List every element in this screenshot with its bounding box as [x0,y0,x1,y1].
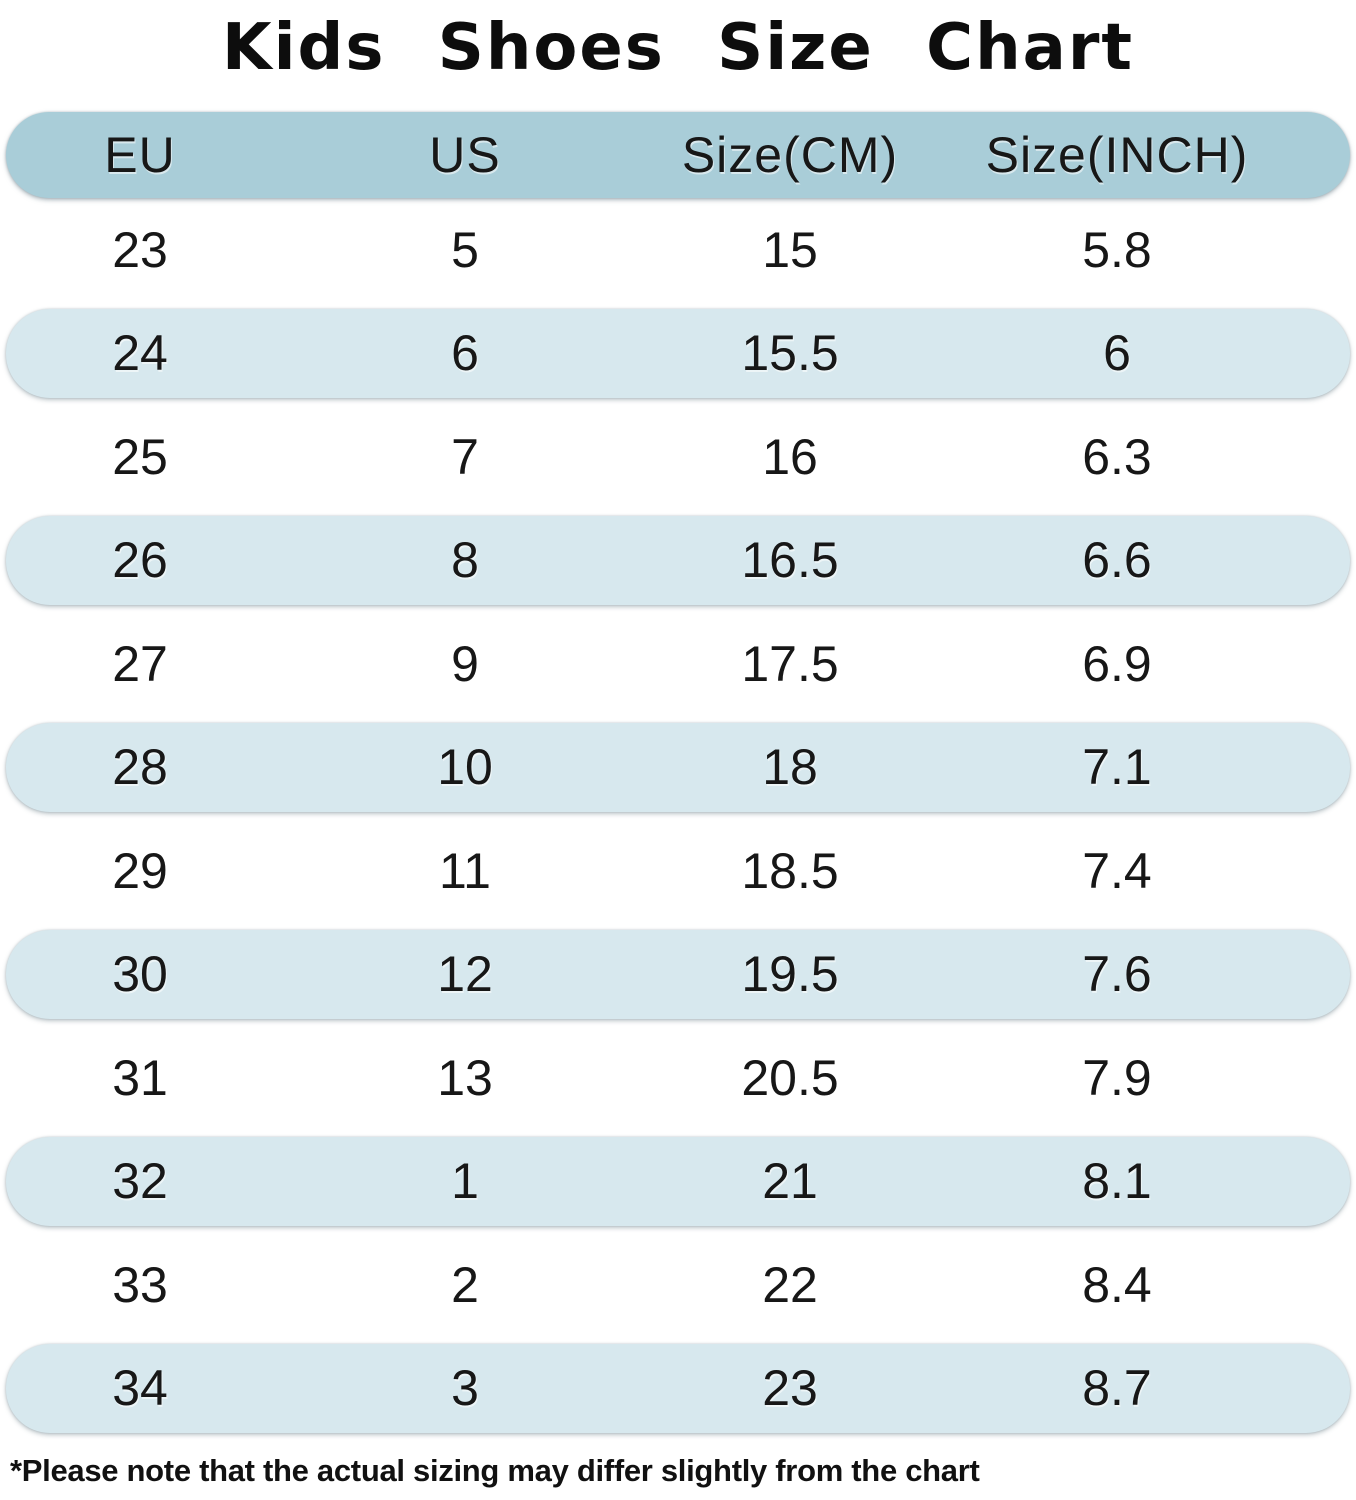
cell-us: 3 [451,1360,479,1417]
cell-eu: 29 [112,842,168,899]
cell-inch: 8.1 [1082,1153,1152,1210]
table-row-pill: 25 7 16 6.3 [6,413,1350,502]
table-row-pill: 23 5 15 5.8 [6,206,1350,295]
cell-eu: 24 [112,325,168,382]
table-row: 32 1 21 8.1 [0,1130,1356,1234]
footnote: *Please note that the actual sizing may … [10,1453,980,1488]
cell-inch: 7.4 [1082,842,1152,899]
table-row-pill: 33 2 22 8.4 [6,1241,1350,1330]
cell-cm: 22 [762,1256,818,1313]
cell-eu: 28 [112,739,168,796]
table-header-pill: EU US Size(CM) Size(INCH) [6,112,1350,198]
cell-eu: 33 [112,1256,168,1313]
cell-us: 9 [451,635,479,692]
table-row: 33 2 22 8.4 [0,1233,1356,1337]
cell-us: 7 [451,428,479,485]
cell-inch: 8.4 [1082,1256,1152,1313]
cell-us: 12 [437,946,493,1003]
cell-inch: 6.6 [1082,532,1152,589]
cell-inch: 7.9 [1082,1049,1152,1106]
cell-eu: 30 [112,946,168,1003]
cell-cm: 16 [762,428,818,485]
cell-cm: 18.5 [741,842,839,899]
table-row: 26 8 16.5 6.6 [0,509,1356,613]
header-cell-cm: Size(CM) [681,127,899,183]
cell-eu: 32 [112,1153,168,1210]
table-row-pill: 26 8 16.5 6.6 [6,516,1350,605]
table-row: 31 13 20.5 7.9 [0,1026,1356,1130]
cell-cm: 19.5 [741,946,839,1003]
cell-inch: 7.1 [1082,739,1152,796]
header-cell-us: US [429,127,501,183]
table-row: 23 5 15 5.8 [0,198,1356,302]
cell-cm: 15 [762,221,818,278]
table-row: 24 6 15.5 6 [0,302,1356,406]
table-row-pill: 32 1 21 8.1 [6,1137,1350,1226]
cell-us: 1 [451,1153,479,1210]
cell-eu: 34 [112,1360,168,1417]
table-row-pill: 27 9 17.5 6.9 [6,620,1350,709]
cell-eu: 25 [112,428,168,485]
cell-inch: 5.8 [1082,221,1152,278]
cell-inch: 6.9 [1082,635,1152,692]
table-row-pill: 24 6 15.5 6 [6,309,1350,398]
cell-us: 11 [439,842,491,899]
page-title: Kids Shoes Size Chart [222,11,1134,85]
table-row-pill: 29 11 18.5 7.4 [6,827,1350,916]
table-row: 27 9 17.5 6.9 [0,612,1356,716]
cell-eu: 26 [112,532,168,589]
cell-us: 8 [451,532,479,589]
cell-cm: 16.5 [741,532,839,589]
cell-cm: 17.5 [741,635,839,692]
table-header: EU US Size(CM) Size(INCH) [0,112,1356,198]
cell-cm: 15.5 [741,325,839,382]
cell-cm: 21 [762,1153,818,1210]
cell-inch: 7.6 [1082,946,1152,1003]
cell-cm: 18 [762,739,818,796]
cell-cm: 23 [762,1360,818,1417]
cell-eu: 23 [112,221,168,278]
cell-us: 2 [451,1256,479,1313]
table-row: 25 7 16 6.3 [0,405,1356,509]
table-body: 23 5 15 5.8 24 6 15.5 6 25 7 16 6.3 26 8 16.5 6.6 27 9 17.… [0,198,1356,1440]
header-cell-eu: EU [104,127,176,183]
cell-inch: 6.3 [1082,428,1152,485]
table-row: 29 11 18.5 7.4 [0,819,1356,923]
cell-eu: 27 [112,635,168,692]
cell-inch: 8.7 [1082,1360,1152,1417]
cell-cm: 20.5 [741,1049,839,1106]
cell-us: 13 [437,1049,493,1106]
table-row: 34 3 23 8.7 [0,1337,1356,1441]
cell-us: 6 [451,325,479,382]
table-row: 30 12 19.5 7.6 [0,923,1356,1027]
table-row-pill: 34 3 23 8.7 [6,1344,1350,1433]
table-row-pill: 31 13 20.5 7.9 [6,1034,1350,1123]
cell-eu: 31 [112,1049,168,1106]
cell-inch: 6 [1103,325,1131,382]
cell-us: 5 [451,221,479,278]
cell-us: 10 [437,739,493,796]
table-row-pill: 28 10 18 7.1 [6,723,1350,812]
table-row-pill: 30 12 19.5 7.6 [6,930,1350,1019]
header-cell-inch: Size(INCH) [985,127,1249,183]
table-row: 28 10 18 7.1 [0,716,1356,820]
